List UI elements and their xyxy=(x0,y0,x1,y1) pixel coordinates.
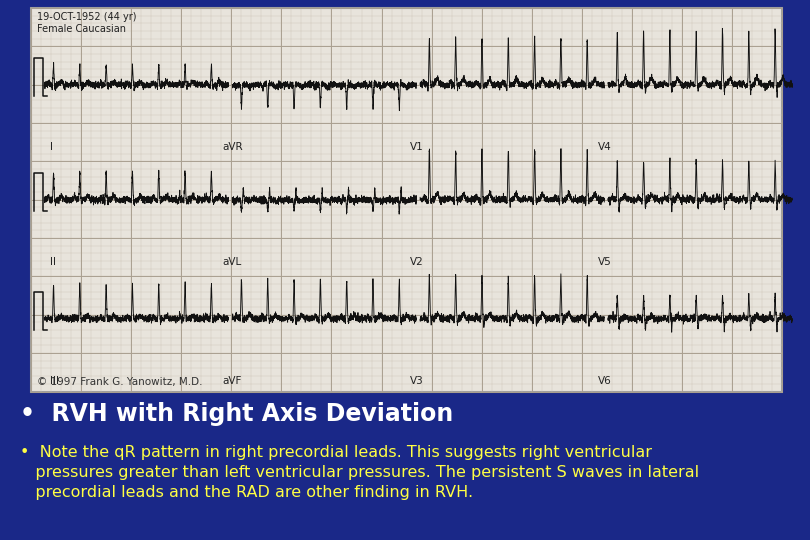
Text: V5: V5 xyxy=(599,257,612,267)
Text: V3: V3 xyxy=(411,376,424,386)
Text: V4: V4 xyxy=(599,142,612,152)
Text: © 1997 Frank G. Yanowitz, M.D.: © 1997 Frank G. Yanowitz, M.D. xyxy=(37,377,202,387)
Text: aVR: aVR xyxy=(223,142,243,152)
Text: V2: V2 xyxy=(411,257,424,267)
Text: III: III xyxy=(49,376,58,386)
Text: II: II xyxy=(49,257,56,267)
FancyBboxPatch shape xyxy=(31,8,782,392)
Text: 19-OCT-1952 (44 yr)
Female Caucasian: 19-OCT-1952 (44 yr) Female Caucasian xyxy=(37,12,137,34)
Text: aVF: aVF xyxy=(223,376,242,386)
Text: V6: V6 xyxy=(599,376,612,386)
Text: •  RVH with Right Axis Deviation: • RVH with Right Axis Deviation xyxy=(20,402,454,426)
Text: •  Note the qR pattern in right precordial leads. This suggests right ventricula: • Note the qR pattern in right precordia… xyxy=(20,446,699,500)
Text: I: I xyxy=(49,142,53,152)
Text: aVL: aVL xyxy=(223,257,241,267)
Text: V1: V1 xyxy=(411,142,424,152)
